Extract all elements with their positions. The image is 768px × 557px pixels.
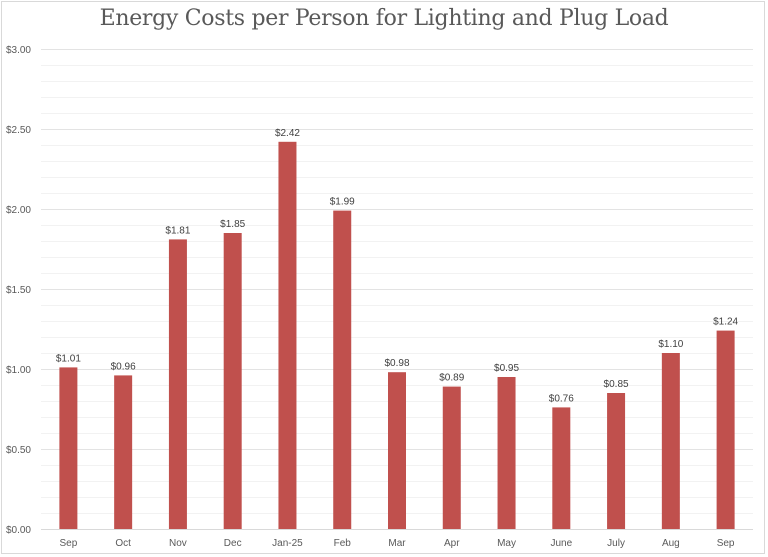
data-label: $1.81 <box>165 225 190 236</box>
bar <box>552 407 571 529</box>
data-label: $0.96 <box>111 361 136 372</box>
y-tick-label: $0.00 <box>6 525 31 536</box>
data-label: $0.95 <box>494 363 519 374</box>
bar <box>607 393 626 529</box>
bars <box>59 141 735 530</box>
bar <box>661 353 680 529</box>
data-label: $1.99 <box>330 197 355 208</box>
data-label: $1.85 <box>220 219 245 230</box>
bar <box>716 330 735 529</box>
data-label: $0.85 <box>604 379 629 390</box>
data-labels: $1.01 $0.96 $1.81 $1.85 $2.42 $1.99 $0.98 $0.89… <box>56 128 739 405</box>
x-tick-label: July <box>607 538 625 549</box>
x-tick-label: Jan-25 <box>272 538 303 549</box>
bar <box>333 210 352 529</box>
bar <box>278 141 297 530</box>
data-label: $1.10 <box>658 339 683 350</box>
data-label: $0.98 <box>384 358 409 369</box>
x-tick-label: Dec <box>224 538 242 549</box>
data-label: $1.01 <box>56 353 81 364</box>
x-axis-tick-labels: Sep Oct Nov Dec Jan-25 Feb Mar Apr May June July Au… <box>59 538 734 549</box>
bar <box>388 372 406 529</box>
data-label: $1.24 <box>713 317 738 328</box>
y-tick-label: $1.00 <box>6 365 31 376</box>
major-gridlines <box>41 49 753 530</box>
x-tick-label: Apr <box>444 538 460 549</box>
y-axis-tick-labels: $0.00 $0.50 $1.00 $1.50 $2.00 $2.50 $3.00 <box>6 45 31 536</box>
x-tick-label: May <box>497 538 516 549</box>
y-tick-label: $0.50 <box>6 445 31 456</box>
bar <box>223 233 242 529</box>
bar <box>114 375 133 529</box>
x-tick-label: Mar <box>388 538 406 549</box>
x-tick-label: June <box>550 538 572 549</box>
bar <box>168 239 187 529</box>
data-label: $0.89 <box>439 373 464 384</box>
bar <box>59 367 78 529</box>
chart-title: Energy Costs per Person for Lighting and… <box>99 6 669 31</box>
x-tick-label: Sep <box>59 538 77 549</box>
bar <box>497 377 516 529</box>
x-tick-label: Nov <box>169 538 187 549</box>
x-tick-label: Aug <box>662 538 680 549</box>
data-label: $0.76 <box>549 393 574 404</box>
x-tick-label: Oct <box>115 538 131 549</box>
y-tick-label: $1.50 <box>6 285 31 296</box>
x-tick-label: Sep <box>717 538 735 549</box>
y-tick-label: $2.00 <box>6 205 31 216</box>
y-tick-label: $3.00 <box>6 45 31 56</box>
y-tick-label: $2.50 <box>6 125 31 136</box>
bar <box>442 386 461 529</box>
x-tick-label: Feb <box>334 538 352 549</box>
data-label: $2.42 <box>275 128 300 139</box>
